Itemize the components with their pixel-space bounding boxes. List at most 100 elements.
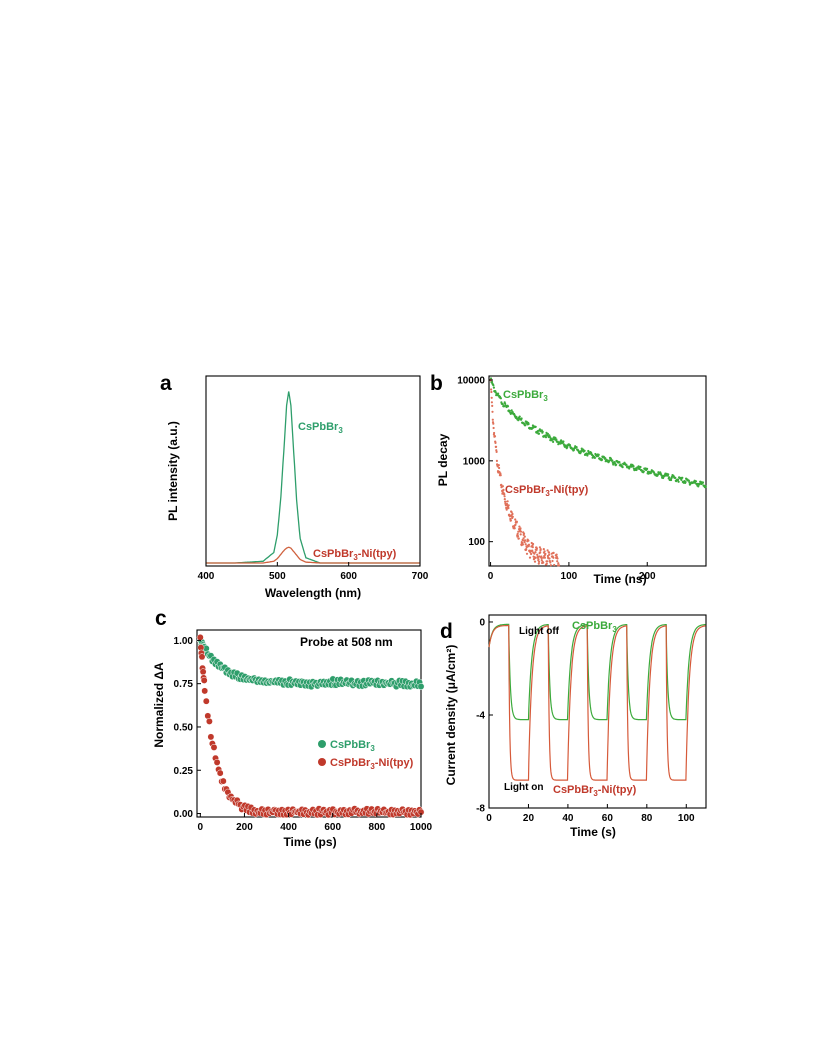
panel-b-point-cspbbr3 bbox=[555, 438, 558, 441]
panel-b-point-ni-tpy bbox=[547, 551, 551, 554]
panel-b-point-ni-tpy bbox=[497, 464, 500, 467]
panel-b-point-ni-tpy bbox=[548, 557, 551, 560]
panel-c-frame bbox=[196, 629, 422, 818]
panel-b-point-ni-tpy bbox=[499, 472, 502, 475]
panel-b-point-cspbbr3 bbox=[604, 457, 607, 460]
panel-b-point-cspbbr3 bbox=[499, 397, 502, 400]
panel-b-point-cspbbr3 bbox=[684, 480, 687, 484]
panel-d-label-cspbbr3: CsPbBr3 bbox=[572, 620, 617, 634]
panel-b-point-ni-tpy bbox=[498, 466, 501, 470]
panel-b-point-ni-tpy bbox=[558, 564, 561, 567]
panel-b-point-ni-tpy bbox=[514, 518, 517, 521]
panel-b-point-ni-tpy bbox=[495, 459, 498, 462]
panel-a-chart: 400 500 600 700 Wavelength (nm) PL intensit… bbox=[166, 375, 429, 600]
panel-b-point-ni-tpy bbox=[524, 543, 527, 546]
panel-b-point-cspbbr3 bbox=[492, 386, 495, 389]
panel-b-point-ni-tpy bbox=[490, 401, 493, 404]
panel-a-label-ni: CsPbBr3-Ni(tpy) bbox=[313, 548, 397, 562]
panel-c-legend-cspbbr3: CsPbBr3 bbox=[330, 739, 375, 753]
panel-b-point-ni-tpy bbox=[491, 410, 494, 413]
panel-b-point-cspbbr3 bbox=[668, 476, 671, 479]
panel-b-point-cspbbr3 bbox=[537, 432, 541, 435]
panel-b-point-cspbbr3 bbox=[681, 476, 684, 479]
panel-b-point-cspbbr3 bbox=[593, 456, 597, 459]
panel-d-ytick-label: 0 bbox=[479, 617, 485, 628]
panel-b-point-cspbbr3 bbox=[653, 471, 656, 474]
panel-b-point-cspbbr3 bbox=[501, 403, 504, 406]
panel-b-point-ni-tpy bbox=[502, 488, 505, 491]
panel-c-point-ni-tpy bbox=[202, 697, 210, 705]
panel-b-label-cspbbr3: CsPbBr3 bbox=[503, 389, 548, 403]
panel-b-point-ni-tpy bbox=[523, 541, 526, 544]
panel-b-point-ni-tpy bbox=[495, 445, 498, 448]
panel-b-point-ni-tpy bbox=[522, 537, 525, 540]
panel-b-point-cspbbr3 bbox=[583, 449, 586, 452]
panel-c-ytick-label: 0.25 bbox=[174, 766, 194, 777]
panel-b-point-ni-tpy bbox=[521, 538, 524, 542]
panel-b-point-cspbbr3 bbox=[618, 461, 621, 464]
panel-c-xtick-label: 0 bbox=[198, 822, 204, 833]
panel-b-point-ni-tpy bbox=[540, 559, 543, 562]
panel-b-point-ni-tpy bbox=[492, 426, 495, 430]
panel-b-point-cspbbr3 bbox=[680, 478, 683, 481]
panel-a-ylabel: PL intensity (a.u.) bbox=[166, 421, 180, 521]
panel-b-point-cspbbr3 bbox=[587, 449, 590, 453]
panel-b-point-cspbbr3 bbox=[497, 392, 500, 395]
panel-b-point-cspbbr3 bbox=[520, 417, 523, 420]
panel-b-point-ni-tpy bbox=[549, 561, 552, 564]
panel-b-point-cspbbr3 bbox=[600, 458, 604, 461]
panel-b-point-ni-tpy bbox=[495, 449, 498, 452]
panel-b-point-ni-tpy bbox=[556, 557, 559, 560]
panel-b-point-ni-tpy bbox=[491, 418, 494, 421]
panel-b-point-cspbbr3 bbox=[639, 465, 642, 469]
panel-b-point-ni-tpy bbox=[552, 556, 555, 559]
panel-b-point-ni-tpy bbox=[532, 542, 535, 546]
panel-b-point-cspbbr3 bbox=[527, 422, 530, 426]
panel-b-point-ni-tpy bbox=[531, 549, 534, 552]
panel-b-ylabel: PL decay bbox=[436, 433, 450, 486]
panel-letter-c: c bbox=[155, 607, 167, 630]
panel-b-point-cspbbr3 bbox=[551, 438, 554, 441]
panel-b-point-cspbbr3 bbox=[562, 440, 565, 443]
panel-b-point-cspbbr3 bbox=[518, 415, 521, 418]
panel-b-point-ni-tpy bbox=[495, 450, 498, 453]
panel-c-legend-marker-ni bbox=[318, 758, 326, 766]
panel-b-point-cspbbr3 bbox=[552, 440, 555, 443]
panel-b-point-ni-tpy bbox=[543, 556, 547, 559]
panel-c-xtick-label: 600 bbox=[324, 822, 341, 833]
panel-b-point-ni-tpy bbox=[504, 500, 507, 503]
panel-b-point-ni-tpy bbox=[503, 498, 506, 501]
panel-b-point-ni-tpy bbox=[516, 535, 520, 538]
panel-c-ytick-label: 1.00 bbox=[174, 636, 194, 647]
panel-b-point-ni-tpy bbox=[540, 557, 543, 560]
panel-b-point-ni-tpy bbox=[548, 553, 551, 556]
panel-b-point-cspbbr3 bbox=[504, 402, 507, 405]
panel-b-point-ni-tpy bbox=[517, 537, 520, 540]
panel-a-xtick-label: 600 bbox=[340, 571, 357, 582]
panel-b-point-cspbbr3 bbox=[625, 463, 628, 466]
panel-d-series-ni-tpy-line bbox=[488, 624, 706, 781]
panel-b-point-ni-tpy bbox=[544, 552, 547, 555]
panel-b-point-ni-tpy bbox=[535, 547, 539, 550]
panel-b-point-ni-tpy bbox=[525, 552, 529, 555]
panel-b-point-ni-tpy bbox=[493, 435, 497, 438]
panel-b-ytick-label: 1000 bbox=[463, 456, 486, 467]
panel-b-point-cspbbr3 bbox=[524, 424, 527, 427]
panel-b-point-ni-tpy bbox=[509, 519, 512, 522]
panel-b-xlabel: Time (ns) bbox=[593, 572, 646, 586]
panel-b-point-ni-tpy bbox=[516, 532, 519, 536]
panel-b-point-ni-tpy bbox=[537, 558, 540, 561]
panel-c-legend-marker-cspbbr3 bbox=[318, 740, 326, 748]
panel-b-point-cspbbr3 bbox=[642, 470, 645, 473]
panel-b-point-cspbbr3 bbox=[677, 480, 680, 483]
panel-b-point-ni-tpy bbox=[521, 543, 525, 546]
panel-b-point-ni-tpy bbox=[492, 422, 495, 425]
panel-b-point-ni-tpy bbox=[524, 539, 527, 542]
panel-b-point-ni-tpy bbox=[519, 530, 523, 533]
panel-c-xlabel: Time (ps) bbox=[283, 835, 336, 849]
panel-b-point-ni-tpy bbox=[538, 546, 542, 549]
panel-b-point-ni-tpy bbox=[530, 552, 533, 556]
panel-c-point-cspbbr3 bbox=[417, 683, 425, 690]
panel-b-point-cspbbr3 bbox=[490, 380, 494, 383]
